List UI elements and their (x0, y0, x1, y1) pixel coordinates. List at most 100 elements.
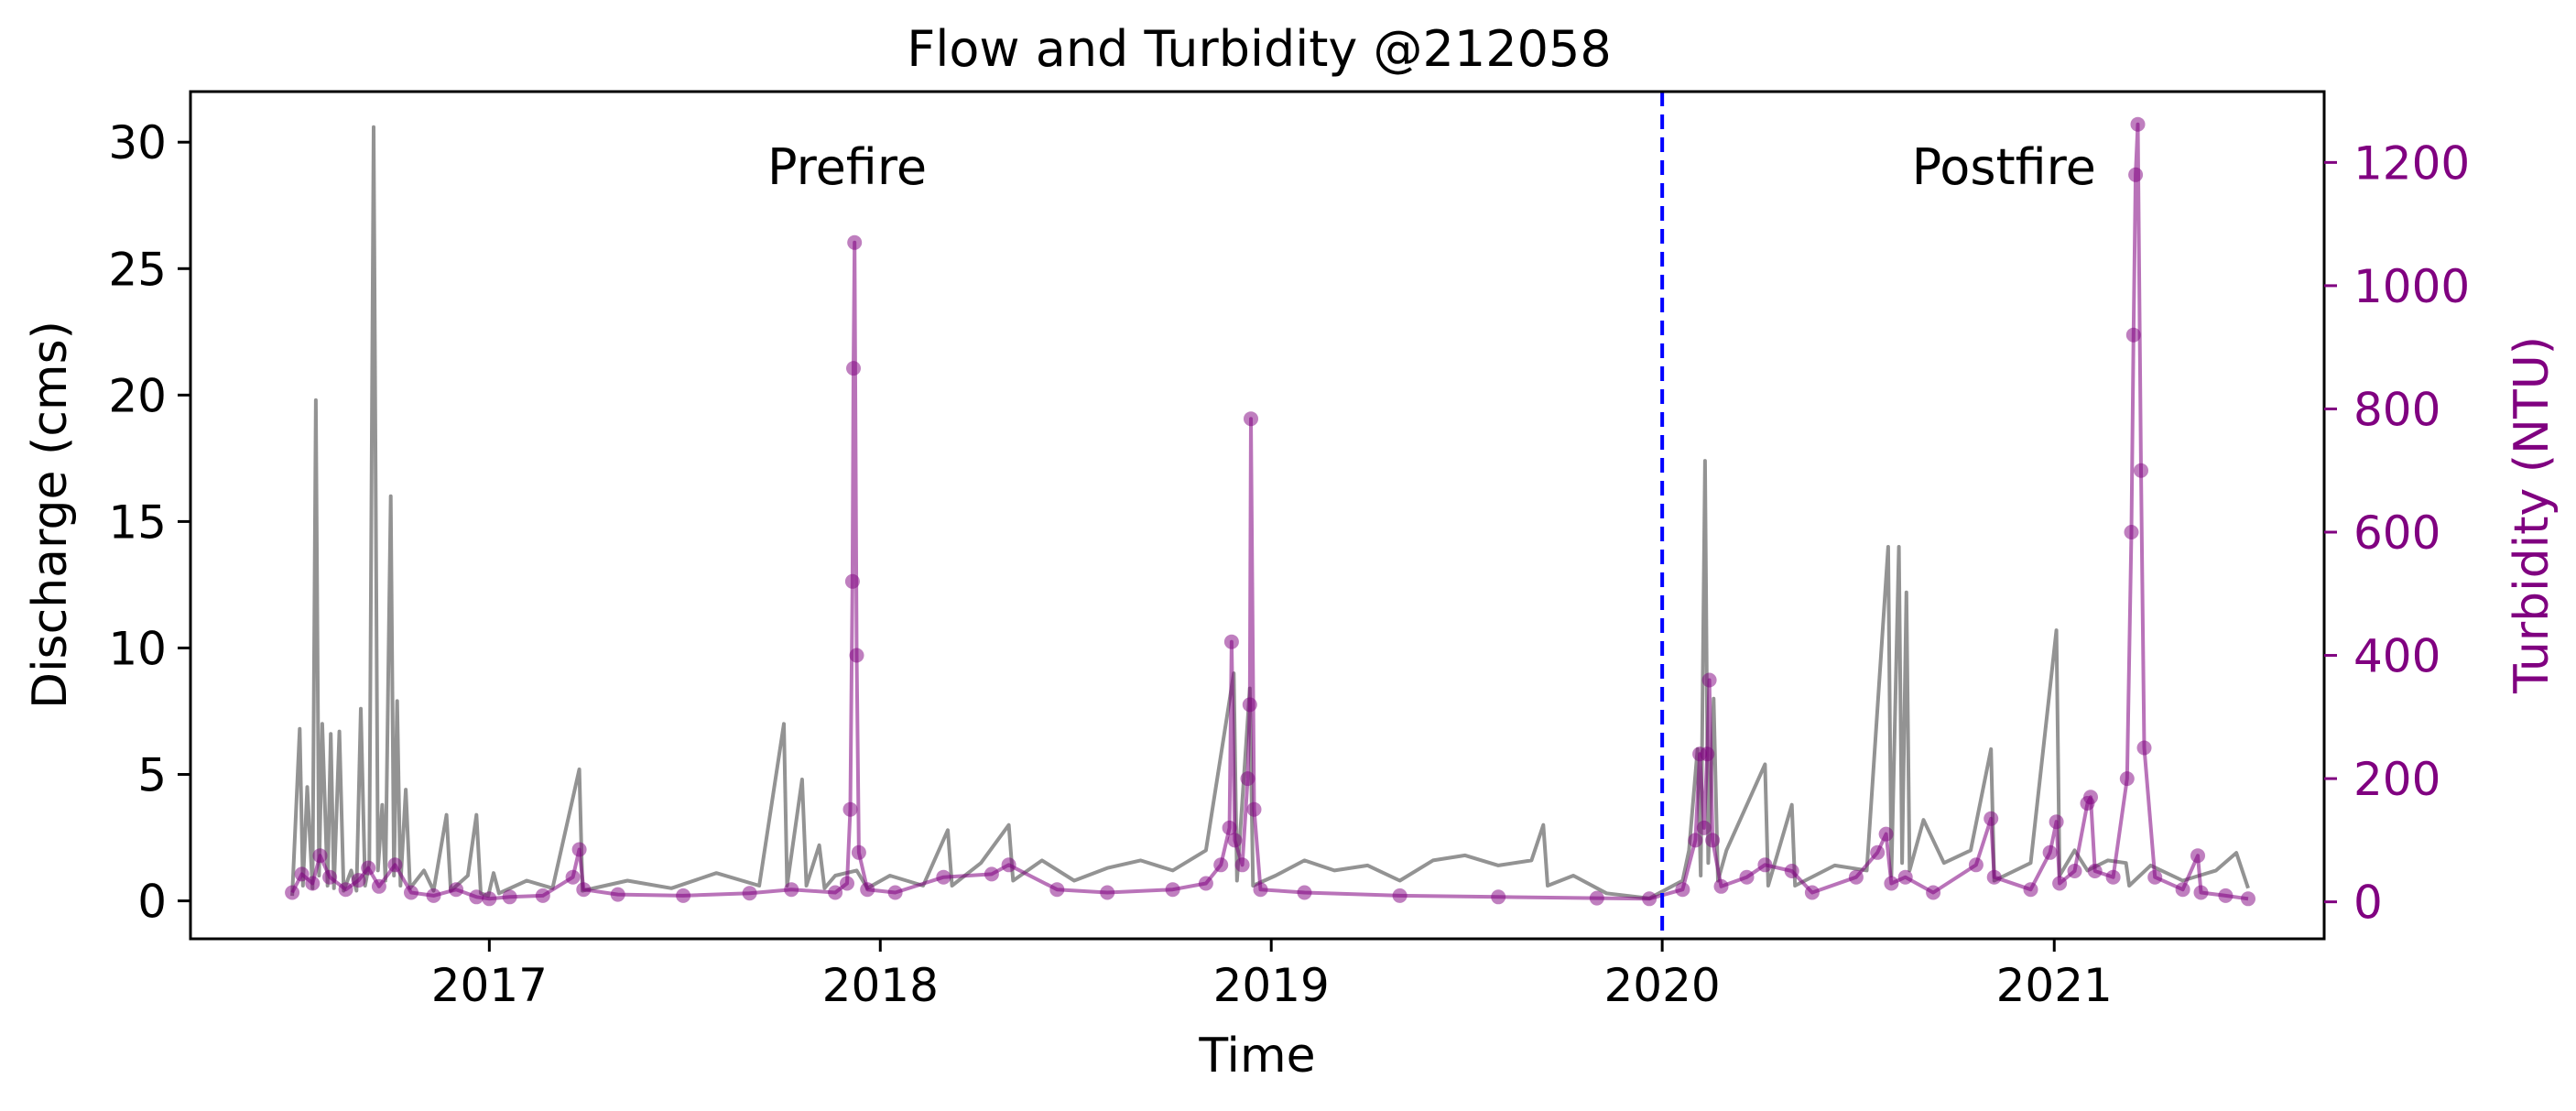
y-tick-label-20: 20 (108, 369, 167, 422)
turbidity-point-81 (2067, 864, 2082, 878)
turbidity-point-59 (1696, 820, 1712, 835)
turbidity-point-90 (2130, 116, 2146, 132)
turbidity-point-79 (2049, 814, 2064, 830)
turbidity-point-27 (844, 573, 860, 589)
turbidity-point-36 (1001, 857, 1016, 873)
turbidity-point-14 (482, 891, 497, 907)
y-axis-right: 0 200 400 600 800 1000 1200 (2324, 136, 2470, 930)
turbidity-point-76 (1986, 869, 2002, 885)
turbidity-point-26 (842, 801, 858, 817)
turbidity-point-92 (2136, 740, 2152, 756)
x-tick-label-2017: 2017 (431, 959, 548, 1012)
turbidity-point-1 (294, 866, 310, 882)
y-tick-label-5: 5 (137, 749, 167, 802)
turbidity-point-44 (1227, 833, 1243, 848)
y-axis-left: 0 5 10 15 20 25 30 (108, 116, 190, 929)
turbidity-point-18 (571, 842, 587, 857)
turbidity-point-63 (1713, 878, 1729, 894)
turbidity-point-74 (1968, 857, 1984, 873)
y-right-tick-label-800: 800 (2353, 383, 2440, 436)
y-right-tick-label-0: 0 (2353, 877, 2383, 930)
turbidity-point-45 (1234, 857, 1250, 873)
x-axis: 2017 2018 2019 2020 2021 (431, 939, 2113, 1012)
annotation-prefire: Prefire (767, 138, 927, 196)
turbidity-point-19 (576, 882, 592, 898)
turbidity-point-35 (984, 866, 999, 882)
annotation-postfire: Postfire (1912, 138, 2096, 196)
turbidity-point-83 (2083, 790, 2098, 805)
series-line-discharge (290, 125, 2250, 900)
turbidity-point-34 (936, 869, 951, 885)
y-right-tick-label-200: 200 (2353, 753, 2440, 806)
turbidity-point-37 (1049, 882, 1065, 898)
turbidity-point-75 (1984, 811, 1999, 826)
turbidity-point-47 (1242, 697, 1257, 713)
turbidity-point-64 (1739, 869, 1755, 885)
turbidity-point-53 (1491, 889, 1506, 905)
turbidity-point-30 (849, 648, 864, 663)
x-tick-label-2020: 2020 (1604, 959, 1721, 1012)
turbidity-point-11 (426, 888, 441, 903)
turbidity-point-39 (1165, 882, 1180, 898)
turbidity-point-38 (1100, 885, 1115, 900)
turbidity-point-48 (1244, 411, 1258, 427)
turbidity-point-33 (887, 885, 903, 900)
turbidity-point-10 (404, 885, 418, 900)
turbidity-point-86 (2119, 771, 2135, 787)
plot-frame (189, 90, 2326, 941)
x-axis-label: Time (1198, 1029, 1315, 1084)
turbidity-point-32 (860, 882, 875, 898)
turbidity-point-95 (2190, 848, 2205, 864)
turbidity-point-91 (2134, 463, 2148, 478)
y-axis-right-label: Turbidity (NTU) (2505, 336, 2560, 694)
turbidity-point-42 (1222, 820, 1237, 835)
turbidity-point-9 (387, 857, 403, 873)
y-tick-label-30: 30 (108, 116, 167, 169)
turbidity-point-68 (1848, 869, 1864, 885)
turbidity-point-16 (535, 888, 550, 903)
turbidity-point-93 (2147, 869, 2163, 885)
turbidity-point-77 (2023, 882, 2038, 898)
x-tick-label-2018: 2018 (822, 959, 939, 1012)
turbidity-point-31 (851, 844, 866, 860)
turbidity-point-57 (1688, 833, 1703, 848)
turbidity-point-41 (1213, 857, 1229, 873)
turbidity-point-52 (1392, 888, 1408, 903)
y-tick-label-15: 15 (108, 496, 167, 549)
turbidity-point-21 (676, 888, 691, 903)
turbidity-point-54 (1589, 890, 1604, 906)
turbidity-point-20 (610, 887, 625, 902)
turbidity-point-71 (1884, 876, 1899, 891)
annotation-layer: Prefire Postfire (767, 138, 2096, 196)
y-right-tick-label-1200: 1200 (2353, 136, 2470, 190)
turbidity-point-78 (2042, 844, 2058, 860)
turbidity-point-46 (1240, 771, 1255, 787)
turbidity-point-65 (1757, 857, 1773, 873)
turbidity-point-97 (2218, 888, 2234, 903)
turbidity-point-96 (2193, 885, 2209, 900)
turbidity-point-15 (502, 889, 517, 905)
turbidity-point-56 (1675, 882, 1690, 898)
turbidity-point-69 (1870, 844, 1886, 860)
turbidity-point-98 (2241, 891, 2255, 907)
turbidity-point-24 (828, 885, 843, 900)
turbidity-point-0 (285, 885, 300, 900)
y-tick-label-25: 25 (108, 243, 167, 296)
turbidity-point-2 (305, 876, 321, 891)
turbidity-point-6 (351, 873, 366, 888)
turbidity-point-13 (469, 889, 484, 905)
turbidity-point-61 (1701, 672, 1717, 688)
x-tick-label-2021: 2021 (1996, 959, 2113, 1012)
turbidity-point-62 (1705, 833, 1721, 848)
turbidity-point-51 (1297, 885, 1312, 900)
turbidity-point-5 (338, 882, 353, 898)
turbidity-point-85 (2105, 869, 2121, 885)
turbidity-point-4 (322, 869, 338, 885)
turbidity-point-66 (1784, 864, 1799, 878)
turbidity-point-8 (371, 878, 386, 894)
y-right-tick-label-600: 600 (2353, 506, 2440, 560)
turbidity-point-17 (565, 869, 581, 885)
y-tick-label-10: 10 (108, 622, 167, 675)
turbidity-point-49 (1246, 801, 1262, 817)
